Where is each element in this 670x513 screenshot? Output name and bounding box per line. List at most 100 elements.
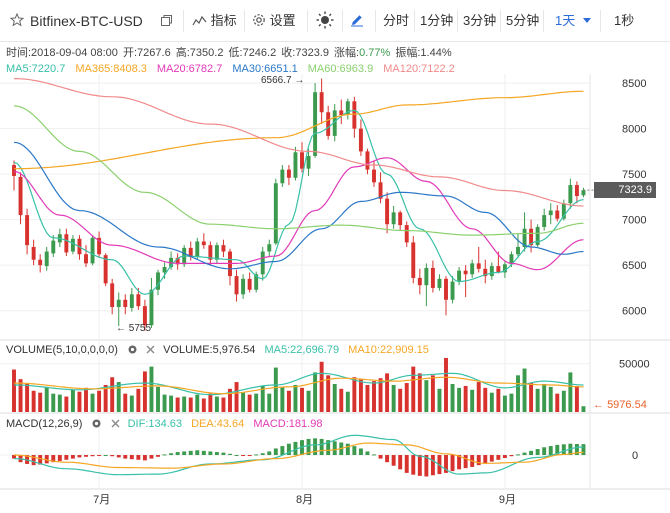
macd-bar bbox=[424, 455, 429, 477]
volume-bar bbox=[411, 366, 416, 412]
candle bbox=[581, 190, 586, 196]
volume-bar bbox=[365, 384, 370, 412]
close-icon[interactable] bbox=[110, 418, 121, 429]
candle bbox=[561, 203, 566, 219]
volume-bar bbox=[273, 367, 278, 412]
volume-bar bbox=[25, 384, 30, 412]
candle bbox=[214, 245, 219, 260]
window-icon[interactable] bbox=[160, 8, 173, 34]
separator bbox=[543, 10, 544, 32]
candle bbox=[463, 270, 468, 275]
volume-bar bbox=[241, 392, 246, 412]
volume-bar bbox=[457, 387, 462, 412]
volume-bar bbox=[391, 384, 396, 412]
volume-bar bbox=[123, 393, 128, 412]
macd-dea: DEA:43.64 bbox=[191, 418, 245, 430]
close-icon[interactable] bbox=[145, 344, 156, 355]
volume-bar bbox=[31, 390, 36, 412]
candle bbox=[195, 241, 200, 257]
volume-bar bbox=[352, 377, 357, 412]
macd-bars bbox=[12, 434, 586, 477]
volume-bar bbox=[548, 386, 553, 412]
candle bbox=[162, 266, 167, 273]
separator bbox=[600, 10, 601, 32]
volume-bar bbox=[228, 388, 232, 412]
interval-tab[interactable]: 3分钟 bbox=[463, 13, 497, 28]
interval-selector[interactable]: 1天 bbox=[555, 8, 591, 34]
candle bbox=[509, 254, 514, 265]
candle bbox=[568, 185, 573, 204]
indicator-label: 指标 bbox=[210, 13, 237, 28]
draw-pencil-icon[interactable] bbox=[350, 8, 364, 34]
candle bbox=[188, 247, 193, 257]
volume-bar bbox=[254, 393, 259, 412]
volume-bar bbox=[18, 379, 23, 412]
macd-bar bbox=[129, 455, 134, 460]
macd-bar bbox=[417, 455, 422, 476]
candle bbox=[398, 212, 403, 226]
volume-bar bbox=[470, 389, 475, 412]
macd-bar bbox=[70, 455, 75, 459]
macd-bar bbox=[365, 451, 370, 456]
candle bbox=[44, 251, 49, 267]
refresh-interval[interactable]: 1秒 bbox=[614, 13, 635, 28]
star-icon[interactable] bbox=[9, 8, 25, 34]
macd-bar bbox=[286, 443, 291, 456]
interval-tab[interactable]: 1分钟 bbox=[420, 13, 454, 28]
volume-bar bbox=[195, 394, 200, 412]
candle bbox=[64, 234, 69, 253]
interval-tab[interactable]: 5分钟 bbox=[506, 13, 540, 28]
separator bbox=[342, 10, 343, 32]
macd-bar bbox=[398, 455, 403, 470]
volume-bar bbox=[404, 383, 409, 412]
settings-button[interactable]: 设置 bbox=[252, 8, 296, 34]
volume-bar bbox=[417, 373, 422, 412]
candle bbox=[457, 270, 462, 282]
x-tick-label: 9月 bbox=[499, 494, 516, 506]
macd-bar bbox=[44, 455, 49, 464]
dea-line bbox=[13, 442, 584, 469]
ma-legend: MA5:7220.7 MA365:8408.3 MA20:6782.7 MA30:66… bbox=[6, 63, 465, 75]
candle bbox=[201, 241, 206, 246]
macd-bar bbox=[195, 450, 200, 456]
current-volume-label: ← 5976.54 bbox=[593, 399, 647, 411]
candle bbox=[51, 240, 56, 254]
volume-bar bbox=[555, 393, 560, 412]
volume-bar bbox=[509, 393, 514, 412]
macd-bar bbox=[214, 452, 219, 456]
volume-bar bbox=[437, 388, 442, 412]
candle bbox=[110, 283, 115, 308]
y-tick-label: 8500 bbox=[622, 78, 646, 90]
candles bbox=[12, 78, 586, 331]
macd-bar bbox=[241, 455, 246, 457]
gear-icon[interactable] bbox=[91, 418, 102, 429]
toolbar: Bitfinex-BTC-USD 指标 设置 分时 1分钟 3分钟 5分钟 1天… bbox=[0, 0, 670, 42]
volume-bar bbox=[319, 361, 324, 412]
volume-bar bbox=[476, 382, 481, 412]
theme-sun-icon[interactable] bbox=[316, 8, 334, 34]
candle bbox=[450, 281, 455, 300]
volume-bar bbox=[463, 385, 468, 412]
gear-icon[interactable] bbox=[127, 344, 138, 355]
candle bbox=[116, 299, 121, 308]
volume-bar bbox=[385, 373, 390, 412]
volume-bar bbox=[221, 397, 226, 412]
macd-bar bbox=[326, 440, 331, 456]
change-percent: 0.77% bbox=[359, 47, 391, 59]
indicator-button[interactable]: 指标 bbox=[192, 8, 237, 34]
interval-tab[interactable]: 分时 bbox=[383, 13, 410, 28]
candle bbox=[332, 110, 337, 136]
volume-bar bbox=[129, 395, 134, 412]
volume-bar bbox=[502, 395, 507, 412]
volume-bar bbox=[378, 378, 383, 412]
macd-bar bbox=[188, 450, 193, 456]
y-tick-label: 6500 bbox=[622, 260, 646, 272]
volume-bar bbox=[12, 369, 16, 412]
selected-interval: 1天 bbox=[555, 13, 576, 28]
candle bbox=[136, 294, 141, 307]
macd-bar bbox=[247, 455, 252, 457]
volume-bar bbox=[286, 390, 291, 412]
macd-bar bbox=[208, 451, 213, 456]
candle bbox=[574, 185, 579, 196]
